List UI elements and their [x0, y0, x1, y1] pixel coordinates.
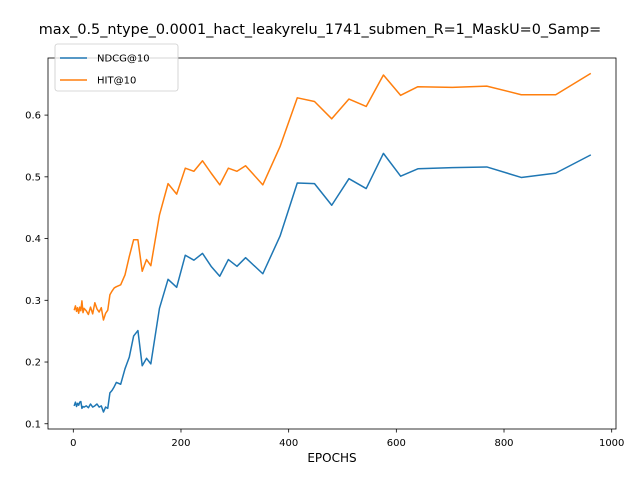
x-tick-label: 0	[70, 438, 76, 449]
legend-label: NDCG@10	[97, 54, 150, 65]
series-line-ndcg	[73, 152, 592, 413]
y-tick-label: 0.2	[25, 358, 41, 369]
plot-frame	[47, 57, 617, 430]
y-tick-label: 0.5	[25, 172, 41, 183]
y-tick-label: 0.6	[25, 111, 41, 122]
x-tick-label: 1000	[599, 438, 624, 449]
y-tick-label: 0.1	[25, 419, 41, 430]
x-tick-label: 600	[387, 438, 406, 449]
x-tick-label: 400	[279, 438, 298, 449]
chart-title: max_0.5_ntype_0.0001_hact_leakyrelu_1741…	[39, 22, 601, 38]
y-tick-label: 0.3	[25, 296, 41, 307]
series-line-hit	[73, 72, 592, 321]
x-tick-label: 800	[494, 438, 513, 449]
x-axis-label: EPOCHS	[307, 451, 356, 465]
y-tick-label: 0.4	[25, 234, 41, 245]
x-tick-label: 200	[171, 438, 190, 449]
legend-label: HIT@10	[97, 76, 136, 87]
